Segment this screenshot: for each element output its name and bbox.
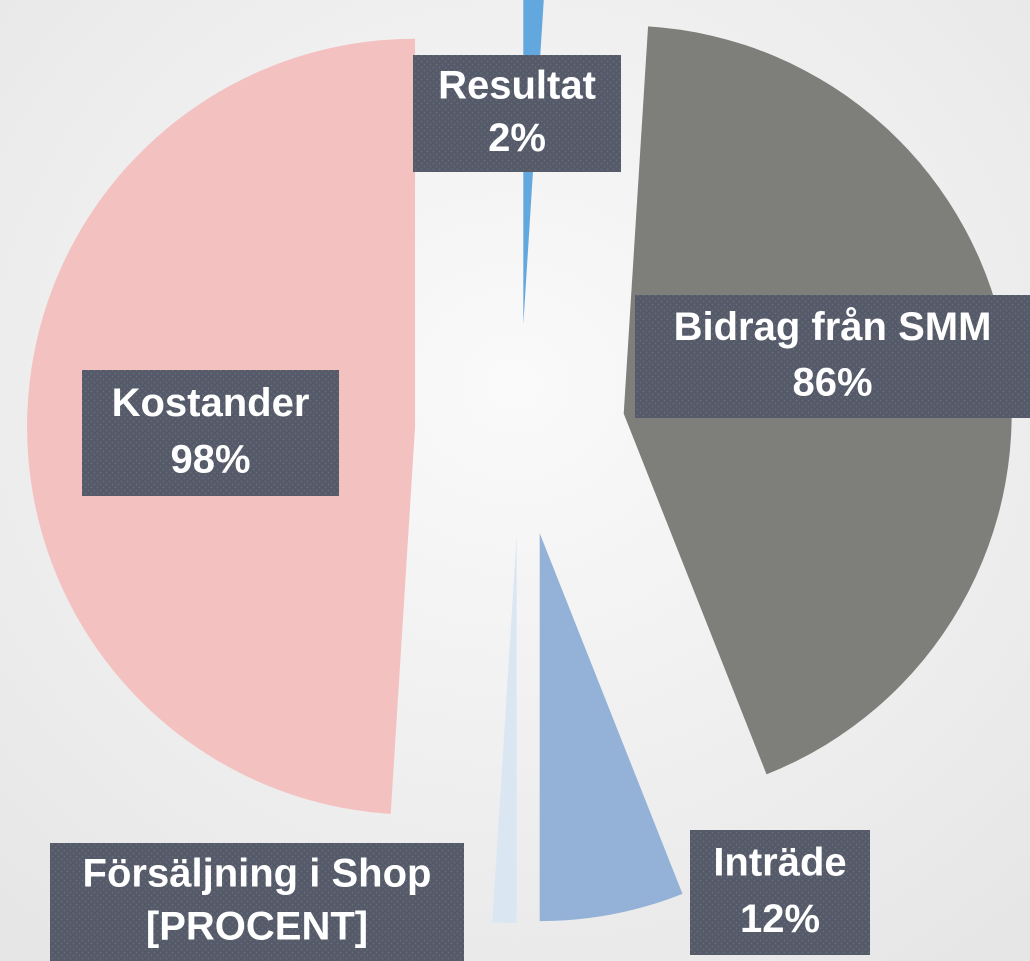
data-label-box: [635, 295, 1030, 418]
category-label: Bidrag från SMM: [674, 305, 992, 349]
data-label: 98%: [170, 438, 250, 482]
data-label-box: [690, 830, 870, 955]
data-label: 2%: [488, 116, 546, 160]
data-label: [PROCENT]: [146, 905, 368, 949]
data-label-box: [50, 843, 464, 961]
pie-slice: [539, 533, 683, 922]
category-label: Försäljning i Shop: [83, 852, 432, 896]
data-label: 86%: [792, 360, 872, 404]
data-label: 12%: [740, 897, 820, 941]
category-label: Resultat: [438, 63, 596, 107]
category-label: Kostander: [112, 381, 310, 425]
data-label-box: [82, 370, 339, 496]
data-label-box: [413, 55, 621, 172]
category-label: Inträde: [713, 841, 846, 885]
pie-slice: [492, 534, 517, 923]
